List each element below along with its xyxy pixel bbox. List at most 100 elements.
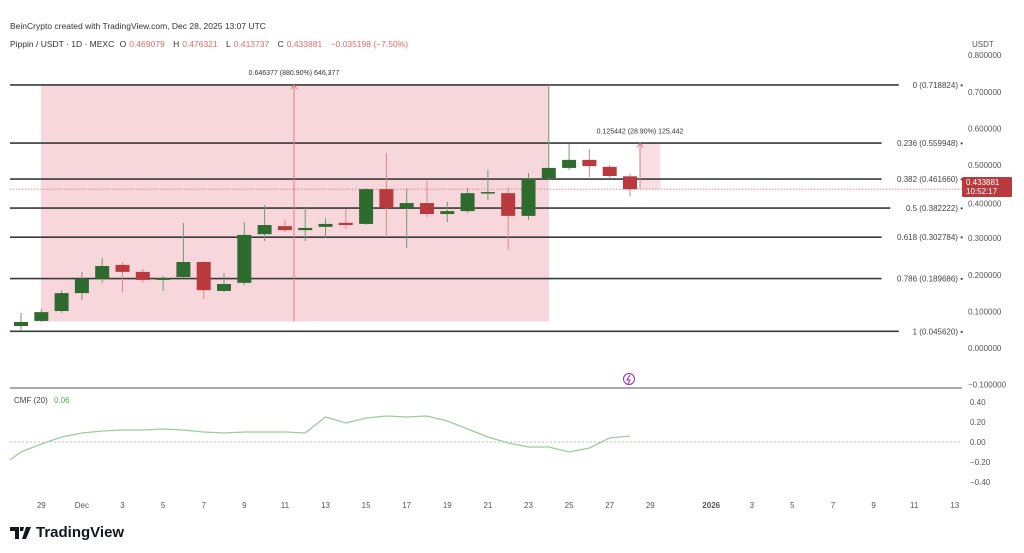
price-axis-tick: 0.700000 (968, 88, 1002, 97)
price-axis-tick: 0.200000 (968, 271, 1002, 280)
candle-body (74, 278, 89, 294)
price-axis-tick: 0.500000 (968, 161, 1002, 170)
price-axis-tick: 0.600000 (968, 124, 1002, 133)
price-tag-countdown: 10:52:17 (966, 187, 998, 196)
close-value: 0.433881 (286, 39, 323, 49)
currency-label: USDT (972, 40, 994, 49)
date-axis-tick: 11 (281, 501, 290, 510)
low-value: 0.413737 (233, 39, 270, 49)
measure-arrowhead (636, 142, 644, 148)
price-axis-tick: 0.300000 (968, 234, 1002, 243)
candle-body (440, 211, 455, 215)
cmf-axis-tick: 0.20 (970, 418, 986, 427)
price-axis-tick: 0.800000 (968, 51, 1002, 60)
candle-body (460, 193, 475, 212)
date-axis-tick: 9 (871, 501, 876, 510)
cmf-line (9, 415, 631, 461)
candle-body (501, 193, 516, 216)
candle-body (54, 293, 69, 312)
cmf-title: CMF (20) (14, 396, 48, 405)
cmf-axis-tick: 0.00 (970, 438, 986, 447)
cmf-axis-tick: 0.40 (970, 398, 986, 407)
date-axis-tick: 29 (37, 501, 46, 510)
candle-body (257, 225, 272, 235)
cmf-axis-tick: −0.20 (970, 458, 991, 467)
tradingview-logo-icon (10, 526, 31, 539)
cmf-axis-tick: −0.40 (970, 478, 991, 487)
date-axis-tick: 5 (790, 501, 795, 510)
brand-name: TradingView (36, 524, 125, 541)
date-axis-tick: 23 (524, 501, 533, 510)
lightning-event-icon[interactable] (623, 373, 635, 385)
price-axis-tick: −0.100000 (968, 381, 1007, 390)
measure-zone (640, 143, 661, 190)
measure-label: 0.646377 (880.90%) 646,377 (249, 70, 340, 77)
candle-body (318, 223, 333, 227)
price-axis-tick: 0.000000 (968, 344, 1002, 353)
price-tag: 0.433881 10:52:17 (962, 177, 1012, 197)
candle-body (217, 283, 231, 291)
date-axis-tick: 5 (161, 501, 166, 510)
fib-label: 0 (0.718824) • (913, 81, 964, 90)
date-axis-tick: 25 (565, 501, 574, 510)
date-axis-tick: 7 (201, 501, 206, 510)
candle-body (420, 203, 434, 215)
date-axis-tick: 27 (605, 501, 614, 510)
date-axis-tick: 17 (402, 501, 411, 510)
price-axis-tick: 0.100000 (968, 307, 1002, 316)
fib-label: 0.382 (0.461660) • (897, 175, 963, 184)
candle-body (521, 178, 536, 216)
candle-body (623, 176, 637, 190)
candle-body (379, 189, 394, 208)
open-value: 0.469079 (129, 39, 165, 49)
change-value: −0.035198 (−7.50%) (330, 39, 409, 49)
candle-body (95, 266, 110, 279)
high-value: 0.476321 (182, 39, 218, 49)
tradingview-logo[interactable]: TradingView (10, 524, 124, 541)
candle-body (359, 189, 374, 224)
date-axis-tick: 3 (750, 501, 755, 510)
symbol-title[interactable]: Pippin / USDT · 1D · MEXC (10, 39, 115, 49)
chart-credit: BeinCrypto created with TradingView.com,… (10, 21, 266, 31)
date-axis-tick: 7 (831, 501, 836, 510)
ohlc-legend: Pippin / USDT · 1D · MEXC O 0.469079 H 0.4… (10, 39, 409, 49)
price-tag-value: 0.433881 (966, 178, 1000, 187)
candle-body (115, 264, 130, 272)
candle-body (237, 234, 252, 283)
date-axis-tick: 2026 (702, 501, 720, 510)
candle-body (196, 261, 211, 291)
candle-body (156, 278, 171, 280)
candle-body (135, 271, 150, 280)
date-axis-tick: Dec (75, 501, 89, 510)
date-axis-tick: 15 (362, 501, 371, 510)
fib-label: 0.5 (0.382222) • (906, 204, 963, 213)
candle-body (176, 261, 191, 277)
date-axis-tick: 21 (483, 501, 492, 510)
measure-label: 0.125442 (28.90%) 125,442 (597, 128, 684, 135)
fib-label: 0.618 (0.302784) • (897, 233, 963, 242)
date-axis-tick: 11 (910, 501, 919, 510)
candle-body (399, 203, 414, 208)
candle-body (14, 322, 28, 327)
candle-body (277, 226, 292, 231)
date-axis-tick: 13 (321, 501, 330, 510)
date-axis-tick: 9 (242, 501, 247, 510)
date-axis-tick: 13 (950, 501, 959, 510)
candle-body (562, 159, 577, 168)
date-axis-tick: 3 (120, 501, 125, 510)
fib-label: 0.786 (0.189686) • (897, 275, 963, 284)
candle-body (480, 192, 495, 194)
candle-body (602, 166, 617, 176)
price-axis-tick: 0.400000 (968, 200, 1002, 209)
candle-body (338, 222, 353, 226)
candle-body (34, 312, 49, 321)
fib-label: 1 (0.045620) • (913, 327, 964, 336)
fib-label: 0.236 (0.559948) • (897, 139, 963, 148)
candle-body (541, 167, 556, 179)
measure-arrowhead (290, 84, 298, 90)
candle-body (582, 159, 597, 167)
cmf-value: 0.06 (54, 396, 70, 405)
candle-body (298, 227, 313, 231)
date-axis-tick: 19 (443, 501, 452, 510)
